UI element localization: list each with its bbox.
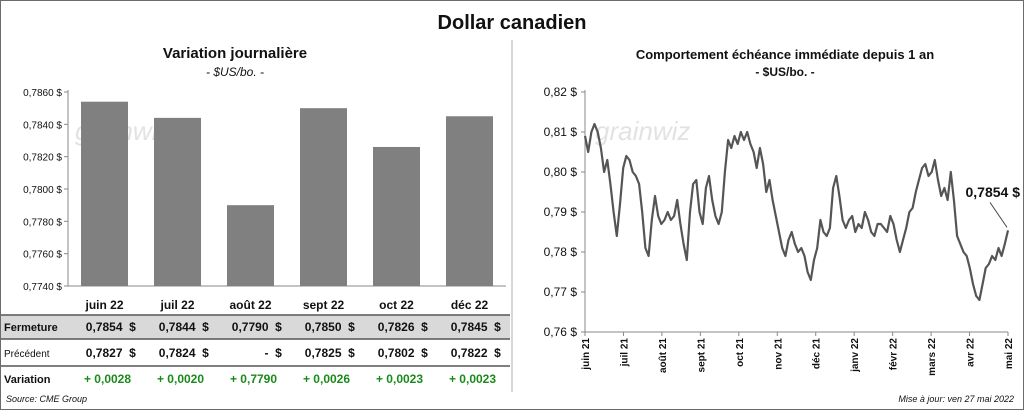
- bar: [81, 101, 128, 286]
- line-x-tick-label: juin 21: [581, 338, 592, 371]
- table-cell-value: 0,7850: [305, 320, 342, 334]
- line-series: [583, 122, 1010, 302]
- table-cell-suffix: $: [494, 346, 501, 360]
- bar-y-tick-label: 0,7840 $: [23, 120, 62, 131]
- table-cell-value: -: [265, 346, 269, 360]
- bar-y-tick-label: 0,7800 $: [23, 185, 62, 196]
- table-cell-suffix: $: [494, 320, 501, 334]
- bar-y-tick-label: 0,7740 $: [23, 282, 62, 293]
- table-cell-value: 0,7790: [232, 320, 269, 334]
- line-y-tick-label: 0,80 $: [544, 165, 578, 179]
- last-value-label: 0,7854 $: [966, 184, 1021, 200]
- table-row-shade: [1, 315, 510, 339]
- left-chart-title: Variation journalière: [162, 45, 308, 62]
- line-y-tick-label: 0,78 $: [544, 245, 578, 259]
- table-cell-value: 0,7802: [378, 346, 415, 360]
- table-cell-value: 0,7845: [451, 320, 488, 334]
- table-cell-suffix: $: [348, 346, 355, 360]
- bar-y-tick-label: 0,7780 $: [23, 217, 62, 228]
- bar-category-label: juin 22: [84, 298, 123, 312]
- table-row-label: Précédent: [4, 349, 50, 360]
- watermark-right: grainwiz: [595, 116, 690, 146]
- table-cell-value: + 0,7790: [230, 372, 277, 386]
- line-x-tick-label: nov 21: [773, 338, 784, 370]
- bar-category-label: oct 22: [379, 298, 414, 312]
- table-cell-value: 0,7826: [378, 320, 415, 334]
- table-row-label: Variation: [4, 374, 51, 386]
- table-cell-suffix: $: [421, 320, 428, 334]
- table-cell-value: + 0,0028: [84, 372, 131, 386]
- table-cell-value: 0,7824: [159, 346, 196, 360]
- bar-category-label: juil 22: [159, 298, 194, 312]
- table-cell-value: + 0,0023: [376, 372, 423, 386]
- table-cell-suffix: $: [129, 346, 136, 360]
- table-cell-value: 0,7844: [159, 320, 196, 334]
- bar-y-tick-label: 0,7860 $: [23, 88, 62, 99]
- bar: [227, 205, 274, 286]
- bar-category-label: août 22: [229, 298, 271, 312]
- line-x-tick-label: oct 21: [735, 338, 746, 367]
- right-chart-title: Comportement échéance immédiate depuis 1…: [635, 47, 935, 62]
- table-cell-value: + 0,0026: [303, 372, 350, 386]
- line-x-tick-label: mars 22: [927, 338, 938, 376]
- line-x-tick-label: août 21: [658, 338, 669, 373]
- line-x-tick-label: mai 22: [1004, 338, 1015, 370]
- line-y-tick-label: 0,79 $: [544, 205, 578, 219]
- line-y-tick-label: 0,77 $: [544, 285, 578, 299]
- table-cell-suffix: $: [421, 346, 428, 360]
- source-note: Source: CME Group: [6, 394, 88, 404]
- bar-category-label: sept 22: [303, 298, 345, 312]
- line-x-tick-label: juil 21: [619, 338, 630, 368]
- bar-y-tick-label: 0,7760 $: [23, 250, 62, 261]
- bar-category-label: déc 22: [451, 298, 489, 312]
- bar-y-tick-label: 0,7820 $: [23, 153, 62, 164]
- left-chart-subtitle: - $US/bo. -: [205, 65, 265, 79]
- line-x-tick-label: févr 22: [889, 338, 900, 371]
- table-cell-value: 0,7827: [86, 346, 123, 360]
- line-y-tick-label: 0,81 $: [544, 125, 578, 139]
- line-y-tick-label: 0,82 $: [544, 85, 578, 99]
- table-cell-value: 0,7825: [305, 346, 342, 360]
- table-cell-suffix: $: [348, 320, 355, 334]
- right-chart-subtitle: - $US/bo. -: [755, 65, 815, 79]
- line-x-tick-label: avr 22: [966, 338, 977, 367]
- table-cell-value: + 0,0020: [157, 372, 204, 386]
- main-title: Dollar canadien: [437, 12, 587, 34]
- table-cell-suffix: $: [202, 346, 209, 360]
- table-cell-suffix: $: [129, 320, 136, 334]
- update-note: Mise à jour: ven 27 mai 2022: [898, 394, 1014, 404]
- line-x-tick-label: déc 21: [812, 338, 823, 370]
- last-value-leader: [989, 202, 1008, 228]
- table-cell-suffix: $: [275, 346, 282, 360]
- line-x-tick-label: sept 21: [696, 338, 707, 373]
- bar: [373, 146, 420, 286]
- bar: [154, 117, 201, 286]
- table-row-label: Fermeture: [4, 322, 58, 334]
- table-cell-value: 0,7822: [451, 346, 488, 360]
- table-cell-suffix: $: [202, 320, 209, 334]
- bar: [300, 108, 347, 287]
- table-cell-value: + 0,0023: [449, 372, 496, 386]
- table-cell-value: 0,7854: [86, 320, 123, 334]
- table-cell-suffix: $: [275, 320, 282, 334]
- bar: [446, 116, 493, 286]
- line-x-tick-label: janv 22: [850, 338, 861, 373]
- line-y-tick-label: 0,76 $: [544, 325, 578, 339]
